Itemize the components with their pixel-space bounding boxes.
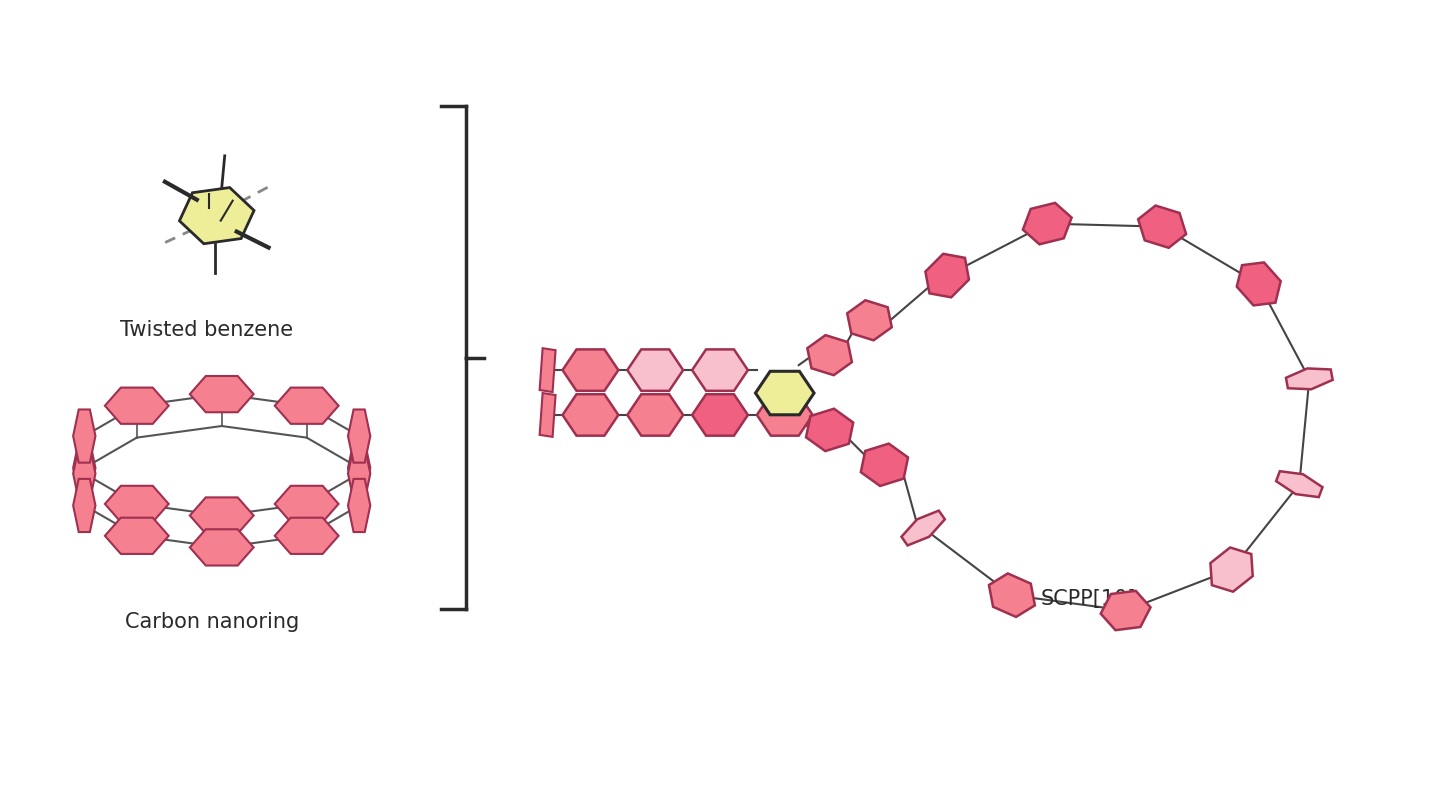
Polygon shape	[1100, 591, 1151, 630]
Polygon shape	[73, 447, 95, 500]
Polygon shape	[989, 573, 1035, 617]
Polygon shape	[926, 254, 969, 297]
Polygon shape	[1237, 262, 1280, 305]
Polygon shape	[275, 485, 338, 522]
Polygon shape	[847, 300, 891, 341]
Text: SCPP[10]: SCPP[10]	[1041, 589, 1136, 609]
Polygon shape	[105, 518, 168, 554]
Polygon shape	[628, 349, 683, 390]
Polygon shape	[563, 394, 618, 436]
Polygon shape	[73, 441, 95, 494]
Polygon shape	[1211, 547, 1253, 592]
Polygon shape	[275, 518, 338, 554]
Polygon shape	[540, 349, 556, 392]
Polygon shape	[693, 349, 747, 390]
Text: Carbon nanoring: Carbon nanoring	[125, 612, 300, 632]
Polygon shape	[348, 447, 370, 500]
Polygon shape	[190, 529, 253, 566]
Polygon shape	[275, 387, 338, 424]
Polygon shape	[190, 376, 253, 412]
Polygon shape	[1276, 471, 1322, 497]
Polygon shape	[861, 444, 909, 486]
Polygon shape	[901, 510, 945, 546]
Polygon shape	[806, 409, 854, 451]
Text: Twisted benzene: Twisted benzene	[120, 320, 294, 341]
Polygon shape	[563, 349, 618, 390]
Polygon shape	[1022, 203, 1071, 244]
Polygon shape	[540, 393, 556, 437]
Polygon shape	[190, 497, 253, 534]
Polygon shape	[756, 371, 814, 415]
Polygon shape	[73, 410, 95, 463]
Polygon shape	[348, 441, 370, 494]
Polygon shape	[73, 479, 95, 532]
Polygon shape	[1138, 205, 1187, 248]
Polygon shape	[348, 410, 370, 463]
Polygon shape	[693, 394, 747, 436]
Polygon shape	[757, 394, 812, 436]
Polygon shape	[808, 335, 852, 375]
Polygon shape	[1286, 369, 1332, 390]
Polygon shape	[348, 479, 370, 532]
Polygon shape	[180, 188, 253, 244]
Polygon shape	[105, 485, 168, 522]
Polygon shape	[105, 387, 168, 424]
Polygon shape	[628, 394, 683, 436]
